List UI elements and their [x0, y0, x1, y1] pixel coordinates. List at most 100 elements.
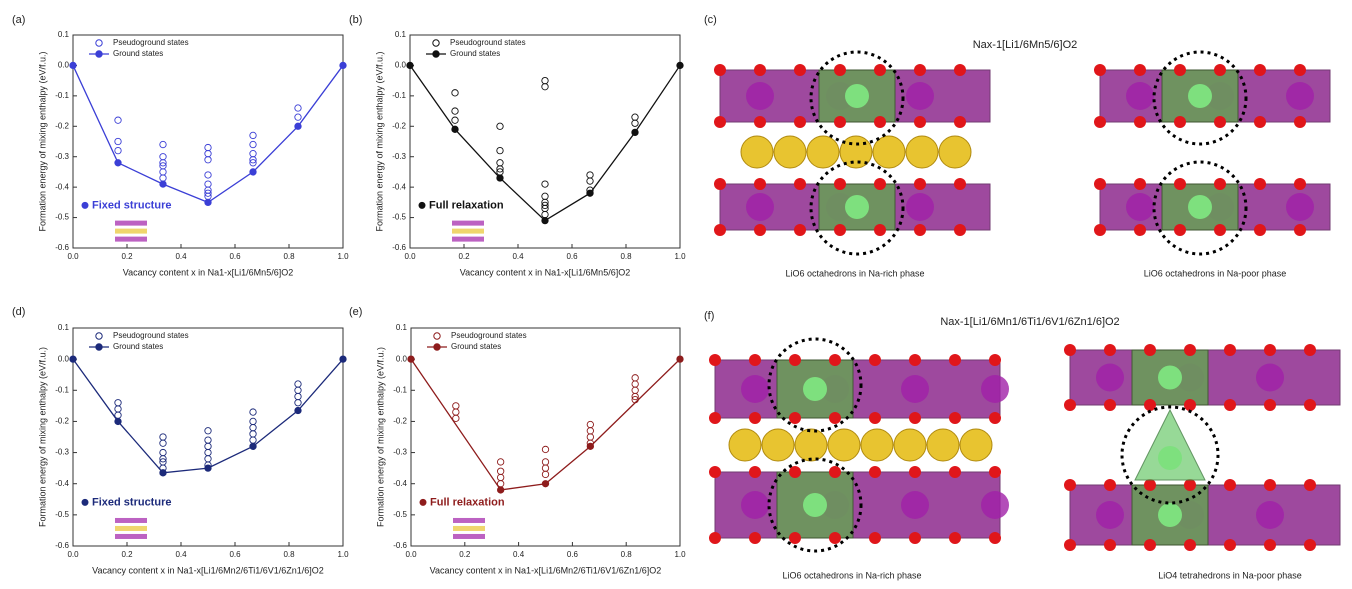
o-atom [989, 412, 1001, 424]
pseudo-point [250, 141, 256, 147]
x-tick-label: 0.8 [620, 252, 632, 261]
legend-marker [433, 40, 439, 46]
o-atom [874, 64, 886, 76]
na-atom [894, 429, 926, 461]
o-atom [1224, 479, 1236, 491]
o-atom [874, 224, 886, 236]
caption: LiO4 tetrahedrons in Na-poor phase [1158, 570, 1302, 580]
ground-point [295, 407, 301, 413]
y-tick-label: -0.2 [393, 417, 407, 426]
o-atom [1094, 116, 1106, 128]
y-tick-label: -0.6 [393, 541, 407, 550]
li-atom [845, 84, 869, 108]
o-atom [1304, 479, 1316, 491]
o-atom [1264, 479, 1276, 491]
y-tick-label: 0.1 [58, 323, 70, 332]
ground-line [411, 359, 680, 490]
pseudo-point [295, 381, 301, 387]
legend-marker [433, 51, 439, 57]
ground-point [587, 443, 593, 449]
y-tick-label: -0.1 [55, 385, 69, 394]
pseudo-point [497, 147, 503, 153]
panel-label: (b) [349, 14, 362, 26]
o-atom [949, 466, 961, 478]
x-tick-label: 0.0 [404, 252, 416, 261]
pseudo-point [295, 105, 301, 111]
pseudo-point [160, 449, 166, 455]
o-atom [909, 466, 921, 478]
y-tick-label: -0.4 [55, 182, 69, 191]
annotation-dot [82, 202, 89, 209]
na-atom [861, 429, 893, 461]
o-atom [754, 178, 766, 190]
y-tick-label: -0.5 [55, 510, 69, 519]
pseudo-point [295, 400, 301, 406]
o-atom [834, 224, 846, 236]
y-tick-label: -0.5 [392, 213, 406, 222]
na-atom [774, 136, 806, 168]
ground-point [70, 356, 76, 362]
o-atom [1214, 64, 1226, 76]
legend-marker [96, 40, 102, 46]
y-tick-label: 0.0 [58, 354, 70, 363]
x-tick-label: 0.8 [621, 550, 633, 559]
legend-label: Ground states [113, 49, 163, 58]
o-atom [794, 116, 806, 128]
o-atom [1104, 344, 1116, 356]
ground-point [205, 465, 211, 471]
pseudo-point [160, 434, 166, 440]
ground-point [497, 175, 503, 181]
inset-icon [115, 237, 147, 242]
o-atom [834, 178, 846, 190]
ground-point [205, 199, 211, 205]
li-atom [1158, 503, 1182, 527]
pseudo-point [205, 150, 211, 156]
na-atom [873, 136, 905, 168]
mn-atom [1126, 193, 1154, 221]
o-atom [794, 64, 806, 76]
na-atom [828, 429, 860, 461]
inset-icon [453, 534, 485, 539]
pseudo-point [587, 178, 593, 184]
y-tick-label: -0.5 [393, 510, 407, 519]
o-atom [1254, 178, 1266, 190]
li-atom [1188, 195, 1212, 219]
y-tick-label: 0.1 [395, 30, 407, 39]
o-atom [909, 354, 921, 366]
pseudo-point [587, 172, 593, 178]
na-atom [927, 429, 959, 461]
pseudo-point [160, 154, 166, 160]
x-tick-label: 0.2 [459, 550, 471, 559]
pseudo-point [497, 160, 503, 166]
o-atom [709, 532, 721, 544]
o-atom [749, 354, 761, 366]
ground-point [408, 356, 414, 362]
o-atom [1304, 539, 1316, 551]
pseudo-point [542, 77, 548, 83]
pseudo-point [205, 456, 211, 462]
y-tick-label: -0.6 [392, 243, 406, 252]
legend-marker [96, 344, 102, 350]
inset-icon [452, 229, 484, 234]
o-atom [1174, 224, 1186, 236]
ground-point [115, 160, 121, 166]
na-atom [729, 429, 761, 461]
annotation: Fixed structure [92, 199, 171, 211]
y-tick-label: 0.0 [58, 61, 70, 70]
pseudo-point [542, 84, 548, 90]
y-tick-label: -0.2 [55, 417, 69, 426]
pseudo-point [160, 141, 166, 147]
ground-point [677, 356, 683, 362]
o-atom [1254, 64, 1266, 76]
inset-icon [452, 221, 484, 226]
legend-label: Ground states [451, 342, 501, 351]
o-atom [909, 412, 921, 424]
x-tick-label: 0.0 [67, 550, 79, 559]
pseudo-point [542, 193, 548, 199]
o-atom [714, 178, 726, 190]
legend-label: Ground states [450, 49, 500, 58]
y-tick-label: -0.3 [393, 448, 407, 457]
inset-icon [115, 221, 147, 226]
pseudo-point [632, 375, 638, 381]
ground-point [407, 62, 413, 68]
